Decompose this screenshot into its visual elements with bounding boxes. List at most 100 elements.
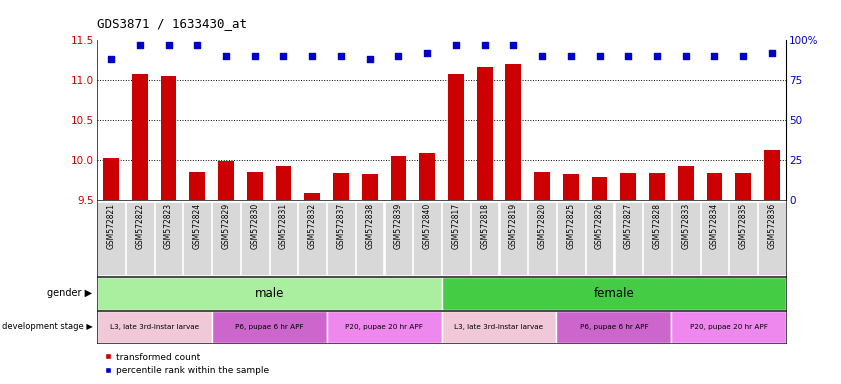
Text: GSM572826: GSM572826	[595, 203, 604, 249]
FancyBboxPatch shape	[356, 202, 383, 275]
Text: GSM572818: GSM572818	[480, 203, 489, 249]
Point	[305, 53, 319, 59]
Text: male: male	[255, 287, 283, 300]
Text: GSM572823: GSM572823	[164, 203, 173, 249]
Bar	[477, 66, 493, 200]
Point	[133, 42, 146, 48]
Text: development stage ▶: development stage ▶	[2, 323, 93, 331]
FancyBboxPatch shape	[442, 311, 557, 343]
Bar	[505, 64, 521, 200]
Bar	[218, 161, 234, 200]
FancyBboxPatch shape	[299, 202, 326, 275]
Bar	[189, 172, 205, 200]
Text: GSM572838: GSM572838	[365, 203, 374, 249]
Bar	[132, 74, 148, 200]
FancyBboxPatch shape	[241, 202, 268, 275]
Text: GSM572824: GSM572824	[193, 203, 202, 249]
FancyBboxPatch shape	[326, 311, 442, 343]
Text: GSM572833: GSM572833	[681, 203, 690, 249]
Text: GSM572827: GSM572827	[624, 203, 632, 249]
FancyBboxPatch shape	[557, 311, 671, 343]
FancyBboxPatch shape	[327, 202, 355, 275]
FancyBboxPatch shape	[643, 202, 671, 275]
Point	[191, 42, 204, 48]
FancyBboxPatch shape	[126, 202, 154, 275]
Bar	[304, 193, 320, 200]
Text: GSM572825: GSM572825	[566, 203, 575, 249]
Bar	[276, 166, 291, 200]
Point	[104, 56, 118, 63]
Text: GSM572837: GSM572837	[336, 203, 346, 249]
Text: gender ▶: gender ▶	[47, 288, 93, 298]
Text: P6, pupae 6 hr APF: P6, pupae 6 hr APF	[235, 324, 304, 330]
FancyBboxPatch shape	[155, 202, 182, 275]
Bar	[247, 172, 262, 200]
Text: GSM572839: GSM572839	[394, 203, 403, 249]
Point	[220, 53, 233, 59]
Text: GSM572835: GSM572835	[738, 203, 748, 249]
FancyBboxPatch shape	[528, 202, 556, 275]
FancyBboxPatch shape	[701, 202, 728, 275]
Text: GSM572819: GSM572819	[509, 203, 518, 249]
Bar	[534, 172, 550, 200]
Point	[679, 53, 692, 59]
FancyBboxPatch shape	[471, 202, 499, 275]
Bar	[592, 177, 607, 200]
Bar	[706, 174, 722, 200]
FancyBboxPatch shape	[586, 202, 613, 275]
Bar	[621, 174, 636, 200]
Point	[650, 53, 664, 59]
Point	[621, 53, 635, 59]
Bar	[420, 154, 435, 200]
FancyBboxPatch shape	[414, 202, 441, 275]
Bar	[563, 174, 579, 200]
Point	[363, 56, 377, 63]
Text: P6, pupae 6 hr APF: P6, pupae 6 hr APF	[579, 324, 648, 330]
Bar	[678, 166, 694, 200]
Point	[392, 53, 405, 59]
Bar	[764, 150, 780, 200]
Text: P20, pupae 20 hr APF: P20, pupae 20 hr APF	[690, 324, 768, 330]
Point	[506, 42, 520, 48]
Point	[737, 53, 750, 59]
Bar	[333, 174, 349, 200]
Point	[708, 53, 722, 59]
Point	[248, 53, 262, 59]
FancyBboxPatch shape	[442, 202, 469, 275]
Text: L3, late 3rd-instar larvae: L3, late 3rd-instar larvae	[454, 324, 543, 330]
Point	[334, 53, 347, 59]
Point	[536, 53, 549, 59]
FancyBboxPatch shape	[384, 202, 412, 275]
Point	[161, 42, 175, 48]
FancyBboxPatch shape	[671, 311, 786, 343]
Text: female: female	[594, 287, 634, 300]
FancyBboxPatch shape	[615, 202, 642, 275]
FancyBboxPatch shape	[97, 277, 442, 310]
Text: GSM572821: GSM572821	[107, 203, 115, 249]
Bar	[390, 156, 406, 200]
Text: L3, late 3rd-instar larvae: L3, late 3rd-instar larvae	[109, 324, 198, 330]
FancyBboxPatch shape	[442, 277, 786, 310]
Bar	[362, 174, 378, 200]
Text: GSM572834: GSM572834	[710, 203, 719, 249]
FancyBboxPatch shape	[557, 202, 584, 275]
FancyBboxPatch shape	[759, 202, 785, 275]
Point	[564, 53, 578, 59]
FancyBboxPatch shape	[672, 202, 700, 275]
Text: GDS3871 / 1633430_at: GDS3871 / 1633430_at	[97, 17, 246, 30]
Text: GSM572831: GSM572831	[279, 203, 288, 249]
FancyBboxPatch shape	[212, 202, 240, 275]
Text: GSM572836: GSM572836	[768, 203, 776, 249]
Text: GSM572829: GSM572829	[221, 203, 230, 249]
Text: GSM572840: GSM572840	[423, 203, 431, 249]
FancyBboxPatch shape	[500, 202, 527, 275]
Point	[478, 42, 491, 48]
Point	[277, 53, 290, 59]
FancyBboxPatch shape	[212, 311, 326, 343]
Point	[449, 42, 463, 48]
Text: GSM572828: GSM572828	[653, 203, 662, 249]
Text: GSM572830: GSM572830	[251, 203, 259, 249]
Text: P20, pupae 20 hr APF: P20, pupae 20 hr APF	[345, 324, 423, 330]
Bar	[448, 74, 463, 200]
Legend: transformed count, percentile rank within the sample: transformed count, percentile rank withi…	[101, 349, 272, 379]
